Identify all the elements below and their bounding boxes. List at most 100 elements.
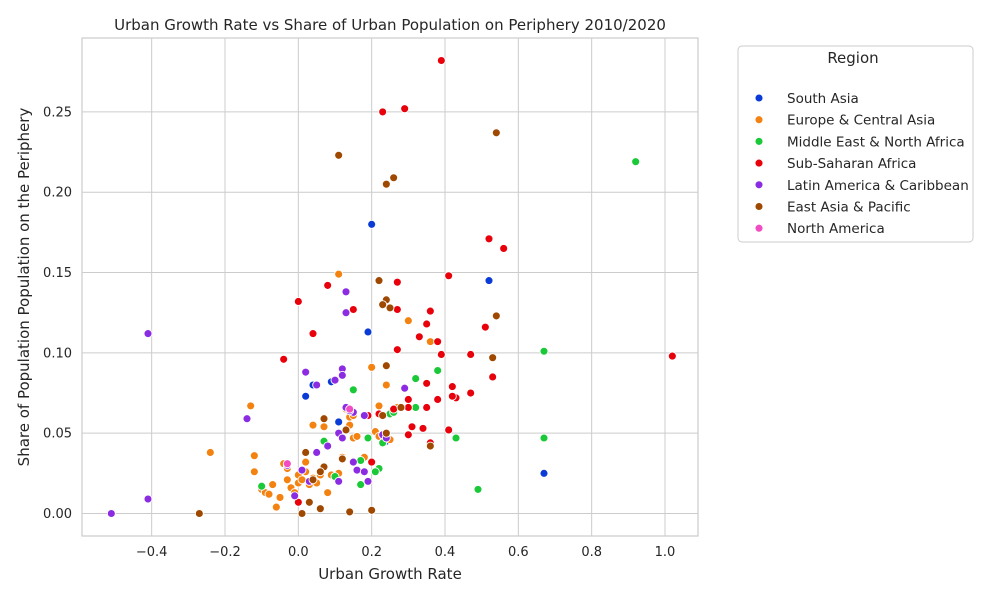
plot-area — [81, 37, 699, 537]
data-point — [451, 433, 461, 443]
data-point — [466, 350, 476, 359]
data-point — [433, 366, 443, 375]
x-tick-label: 0.4 — [435, 545, 456, 560]
legend-items: South Asia Europe & Central Asia Middle Ea… — [754, 91, 969, 237]
data-point — [304, 497, 314, 507]
data-point — [264, 489, 274, 499]
data-point — [411, 374, 421, 384]
data-point — [444, 425, 454, 435]
data-point — [389, 404, 399, 414]
legend-marker — [754, 93, 764, 103]
data-point — [271, 502, 281, 512]
data-point — [381, 179, 391, 189]
data-point — [484, 234, 494, 244]
legend-item: North America — [754, 221, 885, 237]
series-5 — [194, 128, 501, 518]
data-point — [334, 150, 344, 160]
data-point — [396, 403, 406, 412]
data-point — [312, 448, 322, 457]
data-point — [484, 276, 494, 286]
x-tick-label: 1.0 — [655, 545, 676, 560]
data-point — [425, 306, 435, 316]
data-point — [488, 353, 498, 363]
data-point — [356, 456, 366, 465]
data-point — [363, 476, 373, 486]
data-point — [367, 219, 377, 229]
data-point — [403, 430, 413, 440]
data-point — [323, 488, 333, 498]
x-tick-label: −0.2 — [209, 545, 241, 560]
x-tick-label: 0.2 — [361, 545, 382, 560]
legend-marker — [754, 158, 764, 168]
data-point — [385, 303, 395, 313]
data-point — [345, 507, 355, 517]
data-point — [381, 428, 391, 438]
y-tick-label: 0.20 — [43, 186, 72, 201]
data-point — [268, 480, 278, 490]
data-point — [367, 505, 377, 515]
data-point — [341, 425, 351, 435]
data-point — [249, 467, 259, 477]
data-point — [370, 467, 380, 477]
data-point — [392, 305, 402, 314]
data-point — [242, 414, 252, 424]
data-point — [275, 492, 285, 502]
data-point — [282, 475, 292, 485]
data-point — [473, 484, 483, 494]
data-point — [400, 383, 410, 393]
data-point — [374, 276, 384, 286]
data-point — [330, 375, 340, 385]
y-tick-label: 0.10 — [43, 346, 72, 361]
data-point — [315, 504, 325, 514]
data-point — [334, 417, 344, 427]
data-point — [444, 271, 454, 281]
legend-label: Middle East & North Africa — [787, 134, 965, 150]
data-point — [205, 448, 215, 457]
data-point — [312, 380, 322, 390]
data-point — [282, 459, 292, 469]
y-tick-label: 0.05 — [43, 427, 72, 442]
data-point — [337, 454, 347, 464]
data-point — [667, 351, 677, 361]
data-point — [389, 173, 399, 183]
legend: Region South Asia Europe & Central Asia Mi… — [737, 45, 974, 243]
data-point — [279, 354, 289, 364]
data-point — [297, 475, 307, 485]
data-point — [400, 104, 410, 114]
legend-item: Latin America & Caribbean — [754, 178, 969, 194]
data-point — [352, 431, 362, 441]
data-point — [392, 345, 402, 355]
legend-marker — [754, 202, 764, 211]
legend-label: Europe & Central Asia — [787, 113, 935, 129]
data-point — [480, 322, 490, 332]
data-point — [301, 367, 311, 377]
data-point — [308, 329, 318, 339]
data-point — [363, 433, 373, 443]
data-point — [539, 468, 549, 478]
data-point — [315, 467, 325, 477]
legend-item: Sub-Saharan Africa — [754, 156, 916, 172]
x-tick-label: −0.4 — [136, 545, 168, 560]
data-points — [106, 56, 677, 518]
legend-item: East Asia & Pacific — [754, 200, 911, 216]
data-point — [422, 378, 432, 388]
data-point — [143, 494, 153, 504]
data-point — [143, 329, 153, 339]
data-point — [433, 337, 443, 347]
series-2 — [257, 157, 641, 494]
legend-item: Europe & Central Asia — [754, 113, 935, 129]
data-point — [337, 370, 347, 380]
data-point — [539, 346, 549, 356]
legend-title: Region — [827, 49, 878, 67]
y-tick-label: 0.15 — [43, 266, 72, 281]
data-point — [297, 465, 307, 475]
data-point — [447, 391, 457, 401]
data-point — [367, 457, 377, 467]
data-point — [257, 481, 267, 491]
data-point — [631, 157, 641, 167]
data-point — [447, 382, 457, 392]
data-point — [359, 411, 369, 420]
chart-title: Urban Growth Rate vs Share of Urban Popu… — [114, 16, 666, 34]
data-point — [363, 327, 373, 337]
